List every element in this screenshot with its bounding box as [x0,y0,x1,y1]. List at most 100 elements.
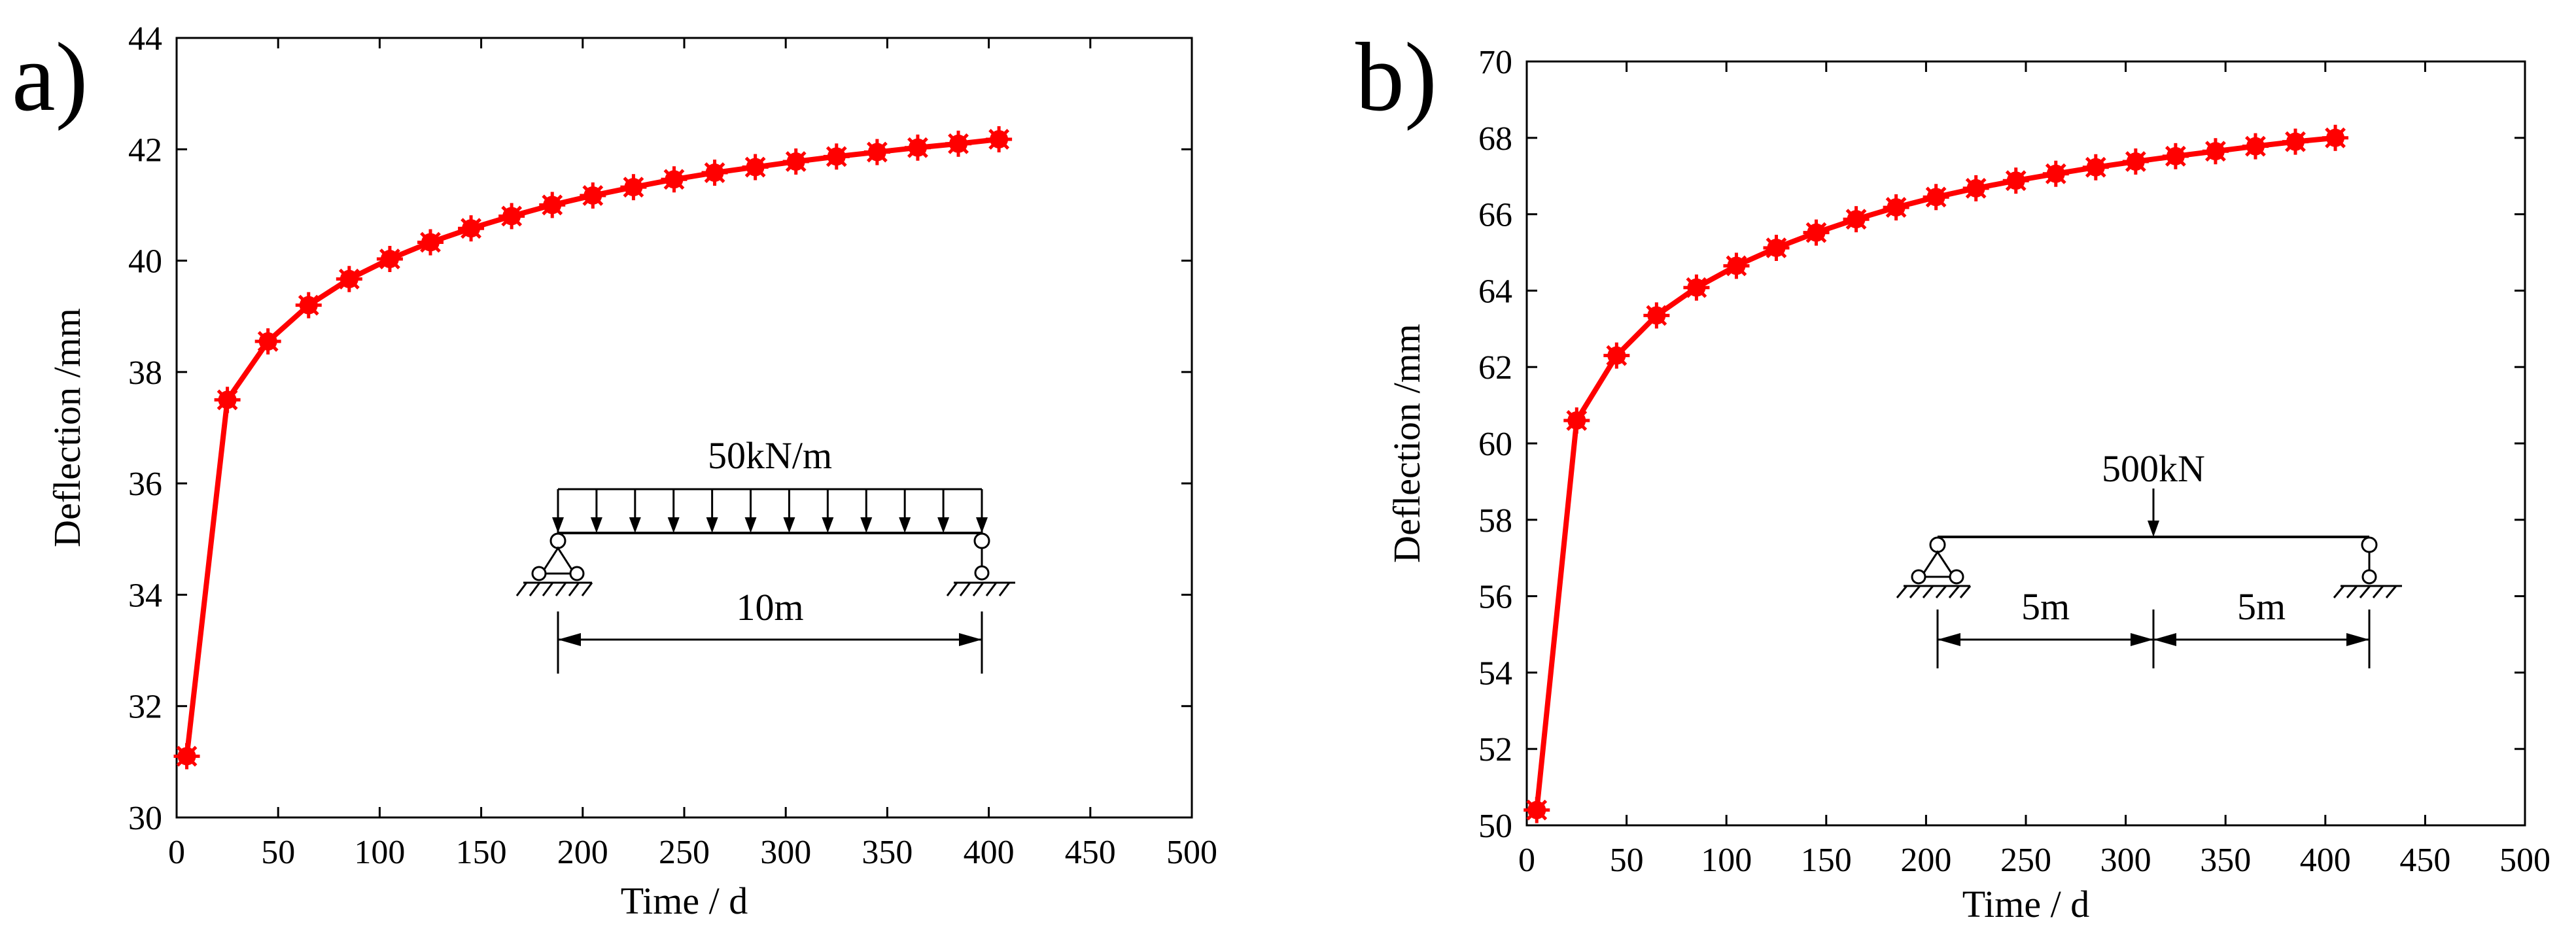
panel-b-y-axis-label: Deflection /mm [1385,324,1428,563]
x-tick-label: 150 [1801,842,1852,879]
data-point-marker [376,246,403,273]
y-tick-label: 66 [1478,197,1512,234]
y-tick-label: 68 [1478,120,1512,158]
load-label: 50kN/m [708,434,832,477]
data-point-marker [2002,167,2029,194]
data-point-marker [1803,219,1830,246]
load-arrow-head [667,517,680,533]
pin-support [1896,536,1972,598]
data-point-marker [1962,175,1989,201]
panel-a-x-axis: 0 50 100 150 200 250 300 350 400 450 500 [168,38,1217,871]
load-arrow-head [899,517,911,533]
data-point-marker [1723,252,1750,279]
roller-support [946,532,1015,596]
panel-b-letter: b) [1355,23,1437,131]
span-label: 10m [736,586,803,628]
data-point-marker [295,292,322,318]
y-tick-label: 30 [128,800,162,837]
data-point-marker [1763,234,1790,261]
panel-b-y-axis: 50 52 54 56 58 60 62 64 66 68 70 [1478,44,2525,845]
data-point-marker [661,166,688,193]
y-tick-label: 50 [1478,808,1512,845]
data-point-marker [742,154,769,180]
data-point-marker [2082,154,2109,180]
data-point-marker [1883,194,1909,221]
panel-b-axes-frame [1525,60,2526,827]
y-tick-label: 32 [128,689,162,726]
panel-b-x-axis: 0 50 100 150 200 250 300 350 400 450 500 [1518,61,2550,879]
load-arrow-head [706,517,718,533]
span-right-label: 5m [2237,585,2286,628]
x-tick-label: 250 [2000,842,2051,879]
x-tick-label: 450 [2399,842,2450,879]
load-arrow-head [937,517,950,533]
x-tick-label: 150 [456,834,507,871]
y-tick-label: 62 [1478,349,1512,387]
y-tick-label: 44 [128,20,162,58]
panel-b-series [1523,124,2349,823]
data-point-marker [173,743,200,770]
data-point-marker [458,215,485,242]
data-point-marker [904,134,931,161]
data-point-marker [2122,148,2149,175]
data-point-marker [2282,128,2309,155]
x-tick-label: 400 [2300,842,2351,879]
load-arrow-head [744,517,757,533]
data-point-marker [620,174,647,201]
y-tick-label: 34 [128,577,162,614]
x-tick-label: 200 [557,834,608,871]
x-tick-label: 200 [1900,842,1951,879]
panel-a-y-axis-label: Deflection /mm [46,308,88,547]
y-tick-label: 40 [128,243,162,281]
point-load-arrow [2148,489,2159,537]
data-point-marker [2202,138,2229,165]
span-left-label: 5m [2021,585,2070,628]
y-tick-label: 38 [128,354,162,392]
x-tick-label: 300 [2100,842,2151,879]
series-line [184,136,1000,757]
y-tick-label: 64 [1478,273,1512,310]
load-arrow-head [590,517,602,533]
data-point-marker [701,160,728,186]
load-arrow-head [552,517,564,533]
data-point-marker [214,387,241,413]
x-tick-label: 500 [2499,842,2550,879]
data-point-marker [417,229,444,256]
y-tick-label: 70 [1478,44,1512,81]
y-tick-label: 36 [128,466,162,503]
y-tick-label: 52 [1478,731,1512,768]
data-point-marker [539,192,566,218]
data-point-marker [986,126,1013,152]
x-tick-label: 450 [1065,834,1116,871]
y-tick-label: 54 [1478,655,1512,692]
data-point-marker [2242,133,2269,160]
load-arrow-head [629,517,641,533]
y-tick-label: 42 [128,131,162,169]
load-arrow-head [860,517,873,533]
data-point-marker [1603,342,1630,369]
data-point-marker [336,266,362,292]
x-tick-label: 350 [2200,842,2251,879]
panel-a: a) 0 50 100 150 200 250 300 350 400 450 500 30 32 34… [12,20,1217,922]
load-arrow-head [783,517,795,533]
data-point-marker [580,182,606,209]
pin-support [515,532,593,596]
data-point-marker [945,130,972,157]
y-tick-label: 60 [1478,426,1512,463]
panel-a-letter: a) [12,23,88,131]
panel-a-y-axis: 30 32 34 36 38 40 42 44 [128,20,1192,837]
x-tick-label: 100 [354,834,405,871]
data-point-marker [254,328,281,355]
x-tick-label: 0 [1518,842,1535,879]
data-point-marker [1523,797,1550,823]
load-arrow-head [822,517,834,533]
data-point-marker [823,143,850,170]
data-point-marker [1563,407,1590,434]
x-tick-label: 100 [1701,842,1752,879]
panel-b-beam-diagram [1896,489,2402,668]
data-point-marker [782,148,809,175]
y-tick-label: 58 [1478,502,1512,540]
panel-a-axes-frame [175,37,1193,819]
data-point-marker [2042,160,2069,187]
